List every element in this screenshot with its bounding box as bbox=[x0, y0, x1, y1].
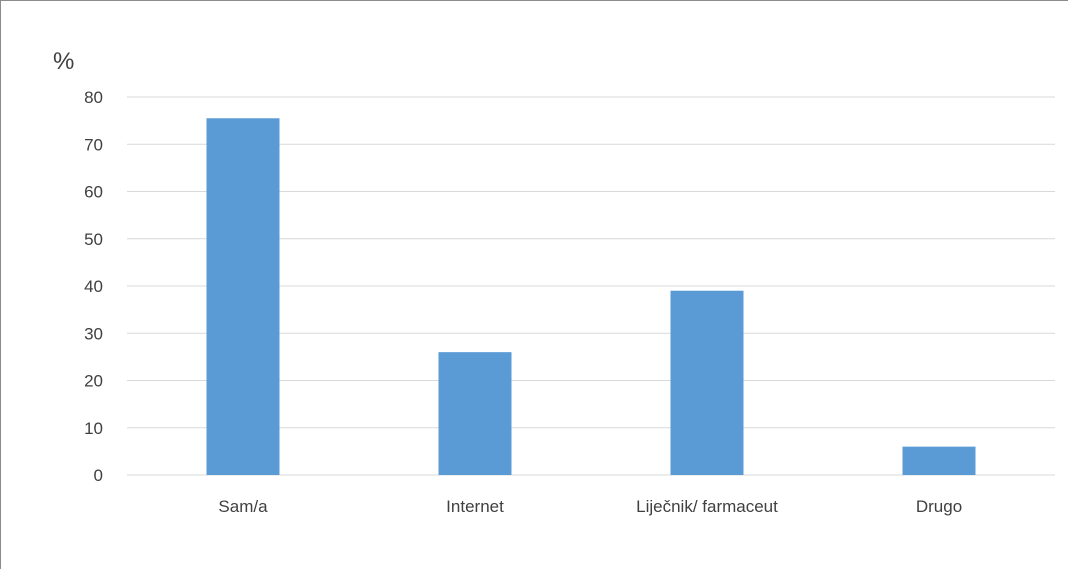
y-axis-ticks: 0 10 20 30 40 50 60 70 80 bbox=[84, 88, 103, 485]
x-tick-label: Internet bbox=[446, 497, 504, 516]
y-tick-label: 20 bbox=[84, 372, 103, 391]
y-axis-label: % bbox=[53, 48, 74, 75]
bar-drugo bbox=[902, 446, 976, 475]
y-tick-label: 70 bbox=[84, 135, 103, 154]
x-axis-ticks: Sam/a Internet Liječnik/ farmaceut Drugo bbox=[218, 497, 962, 516]
bar-sam-a bbox=[206, 118, 280, 475]
y-tick-label: 50 bbox=[84, 230, 103, 249]
bar-internet bbox=[438, 352, 512, 475]
y-tick-label: 40 bbox=[84, 277, 103, 296]
x-tick-label: Liječnik/ farmaceut bbox=[636, 497, 778, 516]
y-tick-label: 60 bbox=[84, 183, 103, 202]
y-tick-label: 30 bbox=[84, 324, 103, 343]
y-tick-label: 0 bbox=[94, 466, 103, 485]
x-tick-label: Sam/a bbox=[218, 497, 268, 516]
x-tick-label: Drugo bbox=[916, 497, 962, 516]
grid-lines bbox=[127, 96, 1055, 476]
y-tick-label: 80 bbox=[84, 88, 103, 107]
bar-lije-nik-farmaceut bbox=[670, 290, 744, 475]
bars bbox=[206, 118, 976, 475]
y-tick-label: 10 bbox=[84, 419, 103, 438]
